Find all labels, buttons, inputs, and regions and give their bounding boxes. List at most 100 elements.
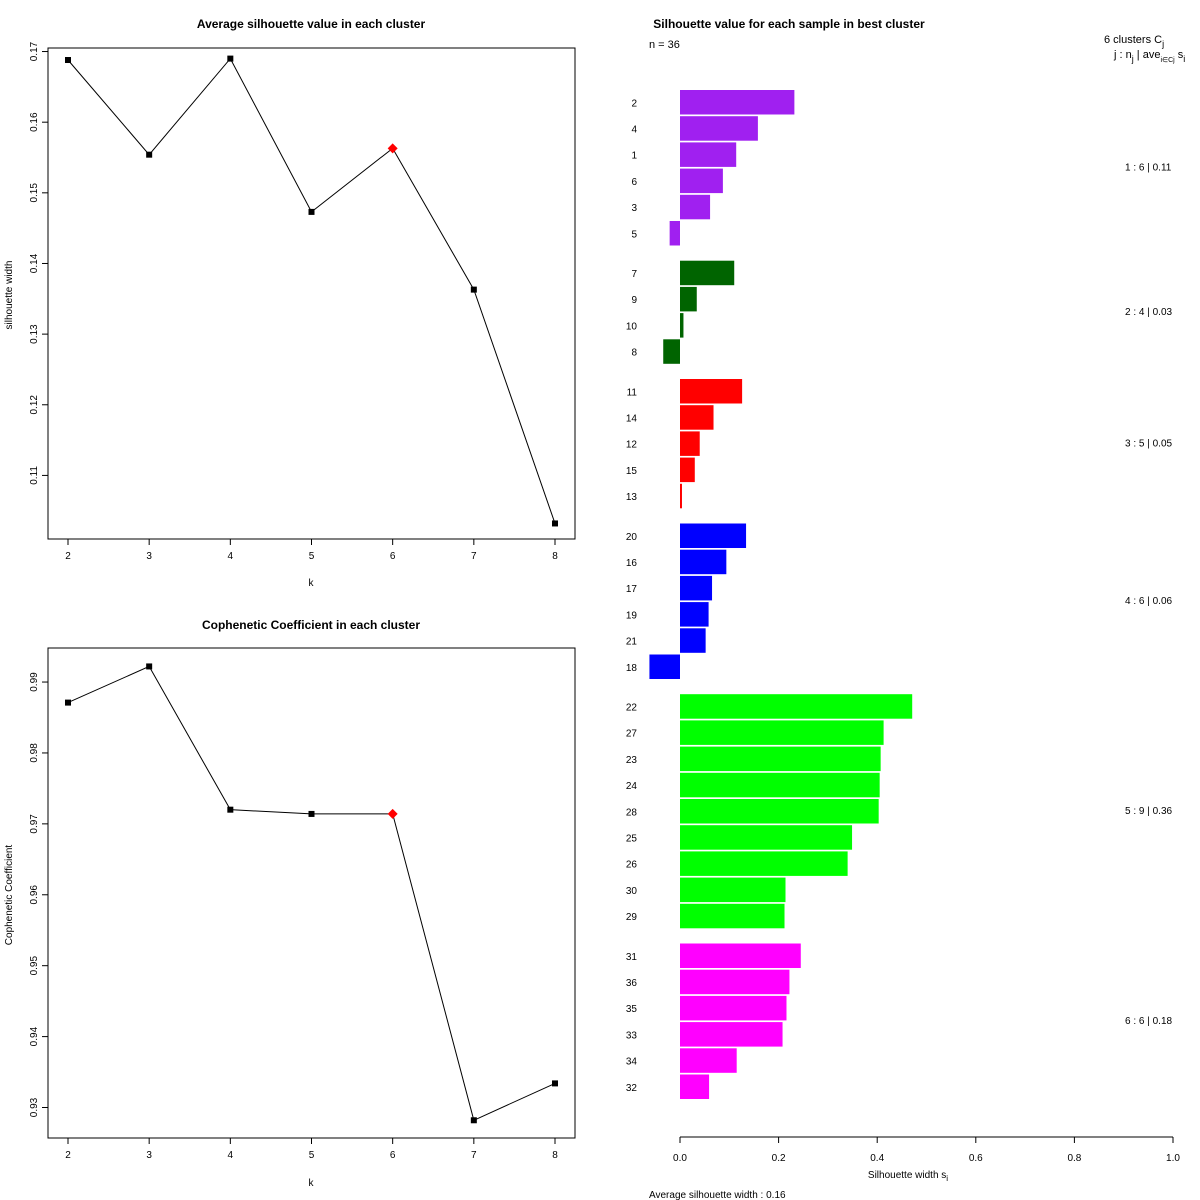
sample-label: 32 [626, 1083, 638, 1094]
cluster-summaries: 1 : 6 | 0.11 2 : 4 | 0.03 3 : 5 | 0.05 4 : … [1125, 163, 1173, 1027]
data-point [227, 806, 234, 813]
sample-label: 31 [626, 952, 638, 963]
silhouette-bar [680, 549, 727, 575]
sample-label: 35 [626, 1004, 638, 1015]
silhouette-bar [680, 379, 743, 404]
data-point [470, 286, 477, 293]
silhouette-y-axis-label: silhouette width [4, 261, 15, 330]
sample-label: 14 [626, 413, 638, 424]
sample-label: 27 [626, 729, 638, 740]
sample-label: 23 [626, 755, 638, 766]
silhouette-bar [680, 825, 853, 850]
y-tick-label: 0.11 [29, 466, 40, 485]
x-tick-label: 3 [146, 551, 152, 562]
y-tick-label: 0.17 [29, 41, 40, 61]
x-tick-label: 2 [65, 551, 71, 562]
x-tick-label: 0.2 [772, 1153, 786, 1164]
x-tick-label: 6 [390, 1150, 396, 1161]
silhouette-series [65, 55, 558, 527]
y-tick-label: 0.16 [29, 112, 40, 132]
silhouette-line-panel: Average silhouette value in each cluster… [4, 17, 576, 589]
data-point [227, 55, 234, 62]
x-tick-label: 1.0 [1166, 1153, 1180, 1164]
sample-label: 26 [626, 860, 638, 871]
silhouette-bar [680, 903, 785, 929]
sample-label: 28 [626, 807, 638, 818]
sample-label: 3 [631, 203, 637, 214]
sample-label: 7 [631, 269, 637, 280]
sample-label: 17 [626, 584, 638, 595]
y-tick-label: 0.99 [29, 672, 40, 692]
sample-label: 12 [626, 440, 638, 451]
x-tick-label: 3 [146, 1150, 152, 1161]
data-point [308, 208, 315, 215]
silhouette-bar [680, 602, 709, 627]
silhouette-bar [680, 969, 790, 995]
sample-label: 21 [626, 637, 638, 648]
cophenetic-line-title: Cophenetic Coefficient in each cluster [202, 618, 420, 632]
cophenetic-x-axis-label: k [309, 1178, 315, 1189]
legend-header-line2c: s [1175, 49, 1184, 61]
y-tick-label: 0.93 [29, 1097, 40, 1117]
sample-label: 25 [626, 833, 638, 844]
silhouette-bar [680, 799, 879, 824]
sample-label: 29 [626, 912, 638, 923]
svg-text:Silhouette width si: Silhouette width si [868, 1170, 948, 1183]
legend-header-sub2: j [1131, 54, 1134, 64]
legend-header-sub2c: i [1183, 54, 1185, 64]
cophenetic-series [65, 663, 558, 1124]
x-tick-label: 0.4 [870, 1153, 884, 1164]
sample-label: 16 [626, 558, 638, 569]
silhouette-bar [680, 313, 684, 338]
sample-label: 6 [631, 177, 637, 188]
silhouette-bar [663, 339, 680, 364]
sample-label: 20 [626, 532, 638, 543]
x-tick-label: 8 [552, 551, 558, 562]
silhouette-bar [680, 405, 714, 430]
average-silhouette-label: Average silhouette width : 0.16 [649, 1190, 786, 1200]
legend-header-line1: 6 clusters C [1104, 34, 1162, 46]
y-tick-label: 0.15 [29, 183, 40, 203]
data-point [146, 663, 153, 670]
silhouette-bar-title: Silhouette value for each sample in best… [653, 17, 925, 31]
legend-header-sub1: j [1161, 39, 1164, 49]
silhouette-bar [680, 943, 801, 968]
silhouette-bar [680, 1048, 737, 1073]
sample-label: 18 [626, 663, 638, 674]
legend-header-line2: j : n [1113, 49, 1132, 61]
y-tick-label: 0.12 [29, 395, 40, 415]
silhouette-bar [680, 1022, 783, 1047]
x-tick-label: 0.0 [673, 1153, 687, 1164]
silhouette-bar [680, 523, 747, 548]
silhouette-bar [680, 457, 695, 483]
silhouette-bar [680, 694, 913, 719]
data-point [470, 1117, 477, 1124]
y-tick-label: 0.98 [29, 743, 40, 763]
sample-label: 34 [626, 1057, 638, 1068]
silhouette-bar [680, 431, 700, 456]
silhouette-bar [680, 851, 848, 876]
silhouette-x-axis-label: k [309, 578, 315, 589]
cophenetic-line-panel: Cophenetic Coefficient in each cluster k… [4, 618, 576, 1189]
sample-label: 36 [626, 978, 638, 989]
sample-label: 8 [631, 348, 637, 359]
x-tick-label: 7 [471, 1150, 477, 1161]
silhouette-bar-x-ticks: 0.0 0.2 0.4 0.6 0.8 1.0 [673, 1137, 1180, 1164]
cluster-summary: 5 : 9 | 0.36 [1125, 806, 1173, 817]
cophenetic-x-ticks: 2 3 4 5 6 7 8 [65, 1138, 558, 1161]
silhouette-bar [680, 483, 682, 509]
x-tick-label: 4 [228, 1150, 234, 1161]
silhouette-bar-x-label-sub: i [946, 1174, 948, 1183]
silhouette-bar [680, 168, 723, 194]
sample-label: 22 [626, 702, 638, 713]
silhouette-bar [680, 628, 706, 653]
cluster-summary: 1 : 6 | 0.11 [1125, 163, 1172, 174]
data-point [552, 1080, 558, 1087]
sample-label: 19 [626, 610, 638, 621]
y-tick-label: 0.97 [29, 814, 40, 834]
silhouette-bar [680, 1074, 710, 1099]
silhouette-x-ticks: 2 3 4 5 6 7 8 [65, 539, 558, 562]
legend-header-sub2b: i∈Cj [1160, 57, 1175, 64]
cluster-summary: 2 : 4 | 0.03 [1125, 307, 1173, 318]
